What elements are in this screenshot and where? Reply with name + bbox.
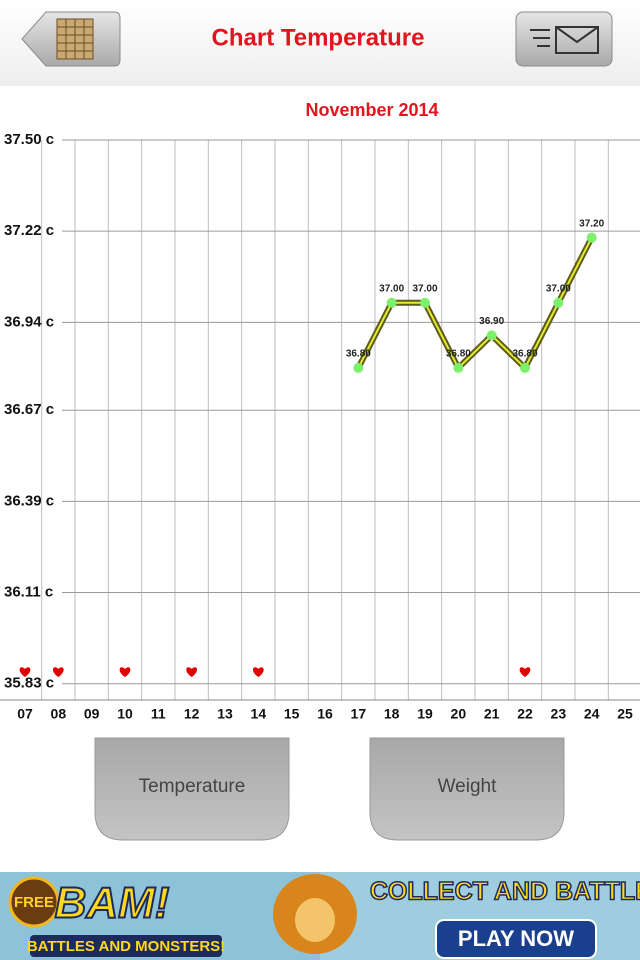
- y-tick-label: 36.39 c: [4, 492, 54, 509]
- data-label: 36.80: [446, 349, 471, 360]
- heart-marker: [52, 667, 64, 677]
- y-tick-label: 36.94 c: [4, 313, 54, 330]
- x-tick-label: 16: [317, 706, 333, 722]
- y-tick-label: 37.50 c: [4, 131, 54, 148]
- x-tick-label: 15: [284, 706, 300, 722]
- data-label: 36.80: [512, 349, 537, 360]
- button-label: Weight: [438, 776, 498, 797]
- data-label: 37.00: [546, 283, 571, 294]
- heart-marker: [19, 667, 31, 677]
- data-point: [586, 232, 597, 243]
- data-label: 37.00: [379, 283, 404, 294]
- data-label: 36.80: [346, 349, 371, 360]
- x-tick-label: 17: [351, 706, 367, 722]
- series-line-highlight: [357, 237, 593, 369]
- data-point: [453, 362, 464, 373]
- ad-banner[interactable]: FREE BAM! BATTLES AND MONSTERS! COLLECT …: [0, 872, 640, 960]
- heart-marker: [252, 667, 264, 677]
- x-tick-label: 19: [417, 706, 433, 722]
- data-point: [520, 362, 530, 373]
- data-point: [420, 297, 430, 308]
- x-tick-label: 23: [551, 706, 567, 722]
- heart-marker: [186, 667, 198, 677]
- button-label: Temperature: [139, 776, 246, 797]
- x-tick-label: 09: [84, 706, 100, 722]
- ad-cta[interactable]: PLAY NOW: [458, 926, 574, 951]
- weight-button[interactable]: Weight: [369, 737, 565, 841]
- x-tick-label: 07: [17, 706, 33, 722]
- x-tick-label: 12: [184, 706, 200, 722]
- x-tick-label: 18: [384, 706, 400, 722]
- ad-headline: COLLECT AND BATTLE!: [370, 878, 640, 906]
- x-tick-label: 21: [484, 706, 500, 722]
- chart-title: November 2014: [305, 100, 438, 120]
- x-tick-label: 11: [151, 706, 166, 722]
- data-point: [486, 330, 497, 341]
- y-tick-label: 35.83 c: [4, 675, 54, 692]
- temperature-button[interactable]: Temperature: [94, 737, 290, 841]
- data-point: [386, 297, 397, 308]
- x-tick-label: 22: [517, 706, 533, 722]
- x-tick-label: 10: [117, 706, 133, 722]
- data-point: [553, 297, 564, 308]
- data-label: 36.90: [479, 316, 504, 327]
- x-tick-label: 20: [451, 706, 467, 722]
- x-tick-label: 13: [217, 706, 233, 722]
- x-tick-label: 25: [617, 706, 633, 722]
- y-tick-label: 36.67 c: [4, 401, 54, 418]
- x-tick-label: 24: [584, 706, 600, 722]
- data-point: [353, 362, 364, 373]
- ad-tagline: BATTLES AND MONSTERS!: [27, 938, 225, 955]
- back-button[interactable]: [21, 11, 121, 67]
- x-tick-label: 08: [51, 706, 67, 722]
- y-tick-label: 37.22 c: [4, 222, 54, 239]
- chart: November 2014 37.50 c 37.22 c 36.94 c 36.67…: [0, 100, 640, 722]
- y-tick-label: 36.11 c: [4, 584, 53, 601]
- data-label: 37.00: [412, 283, 437, 294]
- data-label: 37.20: [579, 218, 604, 229]
- mail-button[interactable]: [515, 11, 613, 67]
- heart-marker: [519, 667, 531, 677]
- ad-logo: BAM!: [55, 879, 170, 928]
- screen-title: Chart Temperature: [212, 24, 425, 51]
- x-tick-label: 14: [251, 706, 267, 722]
- heart-marker: [119, 667, 131, 677]
- ad-badge: FREE: [14, 894, 54, 911]
